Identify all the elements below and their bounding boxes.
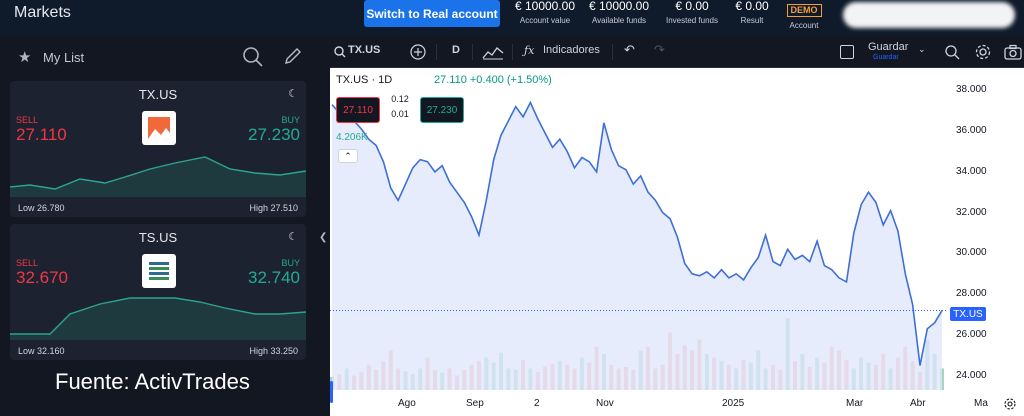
edit-pencil-icon[interactable] xyxy=(283,46,303,66)
available-funds-stat: € 10000.00 Available funds xyxy=(588,0,650,25)
sell-label: SELL xyxy=(16,115,39,125)
compare-plus-icon[interactable] xyxy=(410,44,426,60)
my-list-header: ★ My List xyxy=(0,36,316,76)
camera-icon[interactable] xyxy=(1004,44,1022,60)
toolbar-divider xyxy=(472,44,473,60)
x-tick-label: Mar xyxy=(846,398,864,409)
search-icon[interactable] xyxy=(242,46,264,68)
demo-badge: DEMO xyxy=(786,4,822,17)
company-logo-icon xyxy=(142,254,176,288)
chart-price-change: 27.110 +0.400 (+1.50%) xyxy=(434,74,552,86)
toolbar-divider xyxy=(436,44,437,60)
chart-buy-button[interactable]: 27.230 xyxy=(420,97,464,123)
chart-sell-button[interactable]: 27.110 xyxy=(336,97,380,123)
day-high: High 33.250 xyxy=(249,346,298,356)
indicators-fx-icon[interactable]: ƒx xyxy=(524,44,535,57)
chart-toolbar: TX.US D ƒx Indicadores ↶ ↷ Guardar Guard… xyxy=(330,36,1024,68)
x-tick-label: 2025 xyxy=(722,398,745,409)
x-tick-label: Sep xyxy=(466,398,484,409)
price-series-line xyxy=(331,100,943,366)
scroll-handle[interactable] xyxy=(330,381,333,403)
y-tick-label: 26.000 xyxy=(956,328,987,340)
market-closed-moon-icon: ☾ xyxy=(288,231,298,243)
toolbar-symbol[interactable]: TX.US xyxy=(348,44,381,56)
toolbar-divider xyxy=(612,44,613,60)
price-sparkline xyxy=(10,156,306,197)
spread-value: 0.12 xyxy=(391,94,409,104)
watchlist-card-tx[interactable]: TX.US ☾ SELL 27.110 BUY 27.230 Low 26.78… xyxy=(10,81,306,217)
buy-label: BUY xyxy=(281,115,300,125)
settings-gear-icon[interactable] xyxy=(975,44,991,60)
layout-icon[interactable] xyxy=(840,45,854,59)
result-stat: € 0.00 Result xyxy=(735,0,769,25)
card-symbol: TS.US xyxy=(138,230,178,245)
quantity-step[interactable]: 0.01 xyxy=(391,109,409,119)
price-sparkline xyxy=(10,297,306,340)
my-list-title: My List xyxy=(43,50,85,65)
watchlist-card-ts[interactable]: TS.US ☾ SELL 32.670 BUY 32.740 Low 32.16… xyxy=(10,224,306,360)
top-bar: Markets Switch to Real account € 10000.0… xyxy=(0,0,1024,36)
day-low: Low 32.160 xyxy=(18,346,65,356)
last-price-tag: TX.US xyxy=(950,307,986,321)
price-chart-canvas[interactable] xyxy=(330,68,1024,416)
day-low: Low 26.780 xyxy=(18,203,65,213)
x-tick-label: Nov xyxy=(596,398,614,409)
sell-price-button[interactable]: 27.110 xyxy=(16,125,67,144)
toolbar-divider xyxy=(512,44,513,60)
interval-button[interactable]: D xyxy=(452,44,460,56)
volume-readout: 4.206K xyxy=(336,132,368,143)
invested-funds-stat: € 0.00 Invested funds xyxy=(665,0,719,25)
market-closed-moon-icon: ☾ xyxy=(288,88,298,100)
company-logo-icon xyxy=(142,111,176,145)
y-tick-label: 30.000 xyxy=(956,247,987,259)
switch-real-account-button[interactable]: Switch to Real account xyxy=(364,0,500,27)
y-tick-label: 32.000 xyxy=(956,206,987,218)
y-tick-label: 36.000 xyxy=(956,125,987,137)
sell-price-button[interactable]: 32.670 xyxy=(16,268,68,287)
buy-price-button[interactable]: 32.740 xyxy=(248,268,300,287)
price-chart[interactable]: TX.US · 1D 27.110 +0.400 (+1.50%) 27.110… xyxy=(330,68,1024,416)
redacted-user-name xyxy=(843,2,1015,28)
account-menu[interactable]: DEMO Account xyxy=(782,0,826,31)
x-tick-label: Abr xyxy=(910,398,926,409)
price-area-fill xyxy=(332,102,942,390)
x-tick-label: Ma xyxy=(974,398,988,409)
buy-label: BUY xyxy=(281,258,300,268)
sidebar-collapse-handle[interactable]: ❮ xyxy=(316,36,330,416)
redo-icon[interactable]: ↷ xyxy=(654,42,665,57)
undo-icon[interactable]: ↶ xyxy=(624,42,635,57)
chart-symbol-header: TX.US · 1D xyxy=(336,74,393,86)
quick-search-icon[interactable] xyxy=(944,44,960,60)
y-tick-label: 38.000 xyxy=(956,84,987,96)
chevron-down-icon[interactable]: ⌄ xyxy=(918,44,926,54)
indicators-button[interactable]: Indicadores xyxy=(543,44,600,56)
day-high: High 27.510 xyxy=(249,203,298,213)
chevron-left-icon: ❮ xyxy=(319,232,328,243)
page-title: Markets xyxy=(14,4,71,21)
axis-settings-gear-icon[interactable] xyxy=(1004,398,1016,410)
x-tick-label: 2 xyxy=(534,398,540,409)
source-caption: Fuente: ActivTrades xyxy=(55,369,250,394)
chart-type-icon[interactable] xyxy=(482,44,504,60)
sell-label: SELL xyxy=(16,258,39,268)
save-button[interactable]: Guardar xyxy=(868,41,909,53)
buy-price-button[interactable]: 27.230 xyxy=(248,125,300,144)
y-tick-label: 28.000 xyxy=(956,288,987,300)
star-icon: ★ xyxy=(18,49,32,66)
y-tick-label: 34.000 xyxy=(956,165,987,177)
y-tick-label: 24.000 xyxy=(956,369,987,381)
watchlist-sidebar: ★ My List TX.US ☾ SELL 27.110 BUY 27.230… xyxy=(0,36,316,416)
account-value-stat: € 10000.00 Account value xyxy=(514,0,576,25)
symbol-search-icon[interactable] xyxy=(334,46,346,58)
card-symbol: TX.US xyxy=(138,87,178,102)
save-sublabel: Guardar xyxy=(873,54,899,61)
collapse-legend-chevron-up-icon[interactable]: ⌃ xyxy=(338,149,358,163)
x-tick-label: Ago xyxy=(398,398,416,409)
